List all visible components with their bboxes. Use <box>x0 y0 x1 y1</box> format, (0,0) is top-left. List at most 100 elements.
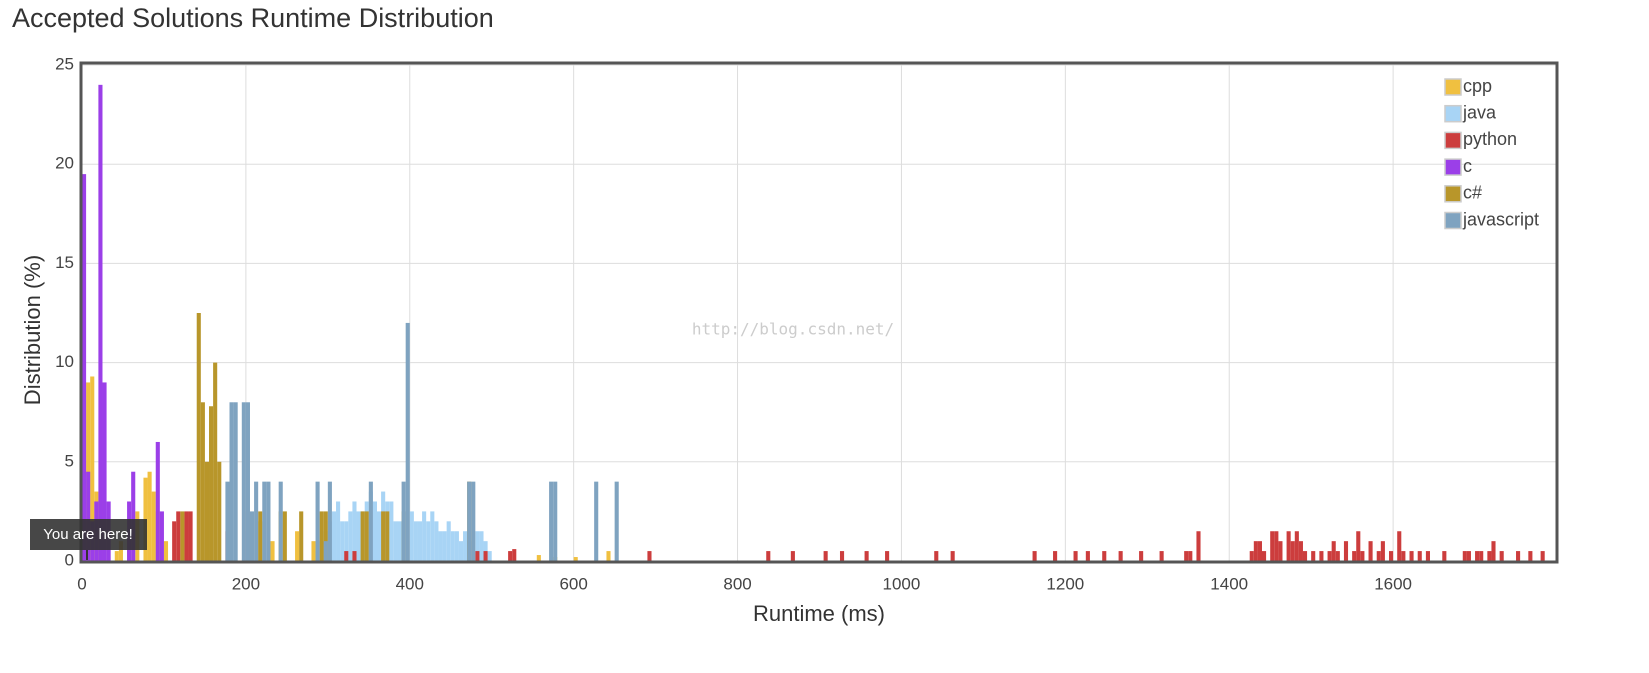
bar <box>278 481 283 561</box>
bar <box>217 461 222 561</box>
bar <box>1343 541 1349 561</box>
bar <box>397 521 402 561</box>
bar <box>393 521 398 561</box>
bar <box>614 481 619 561</box>
bar <box>479 531 484 561</box>
chart-title: Accepted Solutions Runtime Distribution <box>12 3 494 33</box>
bar <box>98 84 103 561</box>
bar <box>102 382 107 561</box>
x-tick-label: 800 <box>723 574 751 593</box>
bar <box>385 511 390 561</box>
legend-label: c# <box>1463 183 1482 203</box>
bar <box>200 402 205 561</box>
legend-label: javascript <box>1462 209 1539 229</box>
bar <box>1139 551 1144 561</box>
bar <box>1376 551 1381 561</box>
bar <box>1462 551 1467 561</box>
bar <box>1360 551 1365 561</box>
legend-swatch <box>1444 211 1462 230</box>
bar <box>213 362 218 561</box>
x-tick-label: 400 <box>396 574 424 593</box>
bar <box>299 511 304 561</box>
bar <box>790 551 795 561</box>
bar <box>245 402 250 561</box>
bar <box>471 481 476 561</box>
bar <box>1335 551 1340 561</box>
bar <box>233 402 238 561</box>
y-tick-label: 10 <box>55 352 74 371</box>
bar <box>1352 551 1357 561</box>
bar <box>426 521 431 561</box>
x-tick-label: 1000 <box>883 574 921 593</box>
bar <box>1409 551 1414 561</box>
bar <box>1380 541 1385 561</box>
plot-border <box>79 61 1559 564</box>
annotation-box <box>30 519 147 550</box>
y-tick-label: 5 <box>65 451 74 470</box>
bar <box>766 551 771 561</box>
bar <box>90 376 95 561</box>
legend-label: c <box>1463 156 1472 176</box>
bar <box>1466 551 1471 561</box>
bar <box>1425 551 1430 561</box>
bar <box>442 531 447 561</box>
bar <box>340 521 345 561</box>
x-tick-label: 1200 <box>1046 574 1084 593</box>
bar <box>1479 551 1484 561</box>
bar <box>434 521 439 561</box>
bar <box>1270 531 1275 561</box>
y-tick-label: 0 <box>65 550 74 569</box>
legend-swatch <box>1444 185 1462 203</box>
bar <box>368 481 373 561</box>
bar <box>1499 551 1504 561</box>
bar <box>454 531 459 561</box>
bar <box>352 551 357 561</box>
y-axis-label: Distribution (%) <box>20 255 45 405</box>
bar <box>331 511 337 561</box>
bar <box>401 481 406 561</box>
bar <box>1262 551 1267 561</box>
bar <box>950 551 955 561</box>
x-tick-label: 600 <box>559 574 587 593</box>
bar <box>1516 551 1521 561</box>
bar <box>348 511 353 561</box>
bar <box>647 551 652 561</box>
bar <box>147 471 152 561</box>
bar <box>409 511 414 561</box>
bar <box>594 481 599 561</box>
bar <box>323 511 328 561</box>
bar <box>344 521 349 561</box>
bar <box>405 322 410 561</box>
bar <box>360 511 365 561</box>
bar <box>262 481 267 561</box>
x-axis-label: Runtime (ms) <box>753 601 885 626</box>
bar <box>389 501 394 561</box>
y-tick-label: 20 <box>55 154 74 173</box>
bar <box>184 511 189 561</box>
bar <box>483 541 488 561</box>
bar <box>270 541 275 561</box>
bar <box>336 501 341 561</box>
bar <box>1053 551 1058 561</box>
bar <box>176 511 181 561</box>
bar <box>254 481 259 561</box>
bar <box>1102 551 1107 561</box>
bar <box>344 551 349 561</box>
bar <box>458 541 464 561</box>
bar <box>885 551 890 561</box>
bar <box>1540 551 1545 561</box>
bar <box>372 501 377 561</box>
bar <box>1311 551 1316 561</box>
y-tick-label: 25 <box>55 54 74 73</box>
legend-swatch <box>1444 78 1462 96</box>
bar <box>430 511 435 561</box>
bar <box>1188 551 1193 561</box>
bar <box>1196 531 1201 561</box>
bar <box>282 511 287 561</box>
bar <box>422 511 427 561</box>
bar <box>450 531 455 561</box>
bar <box>1184 551 1189 561</box>
bar <box>467 481 472 561</box>
bar <box>229 402 234 561</box>
bar <box>475 531 480 561</box>
